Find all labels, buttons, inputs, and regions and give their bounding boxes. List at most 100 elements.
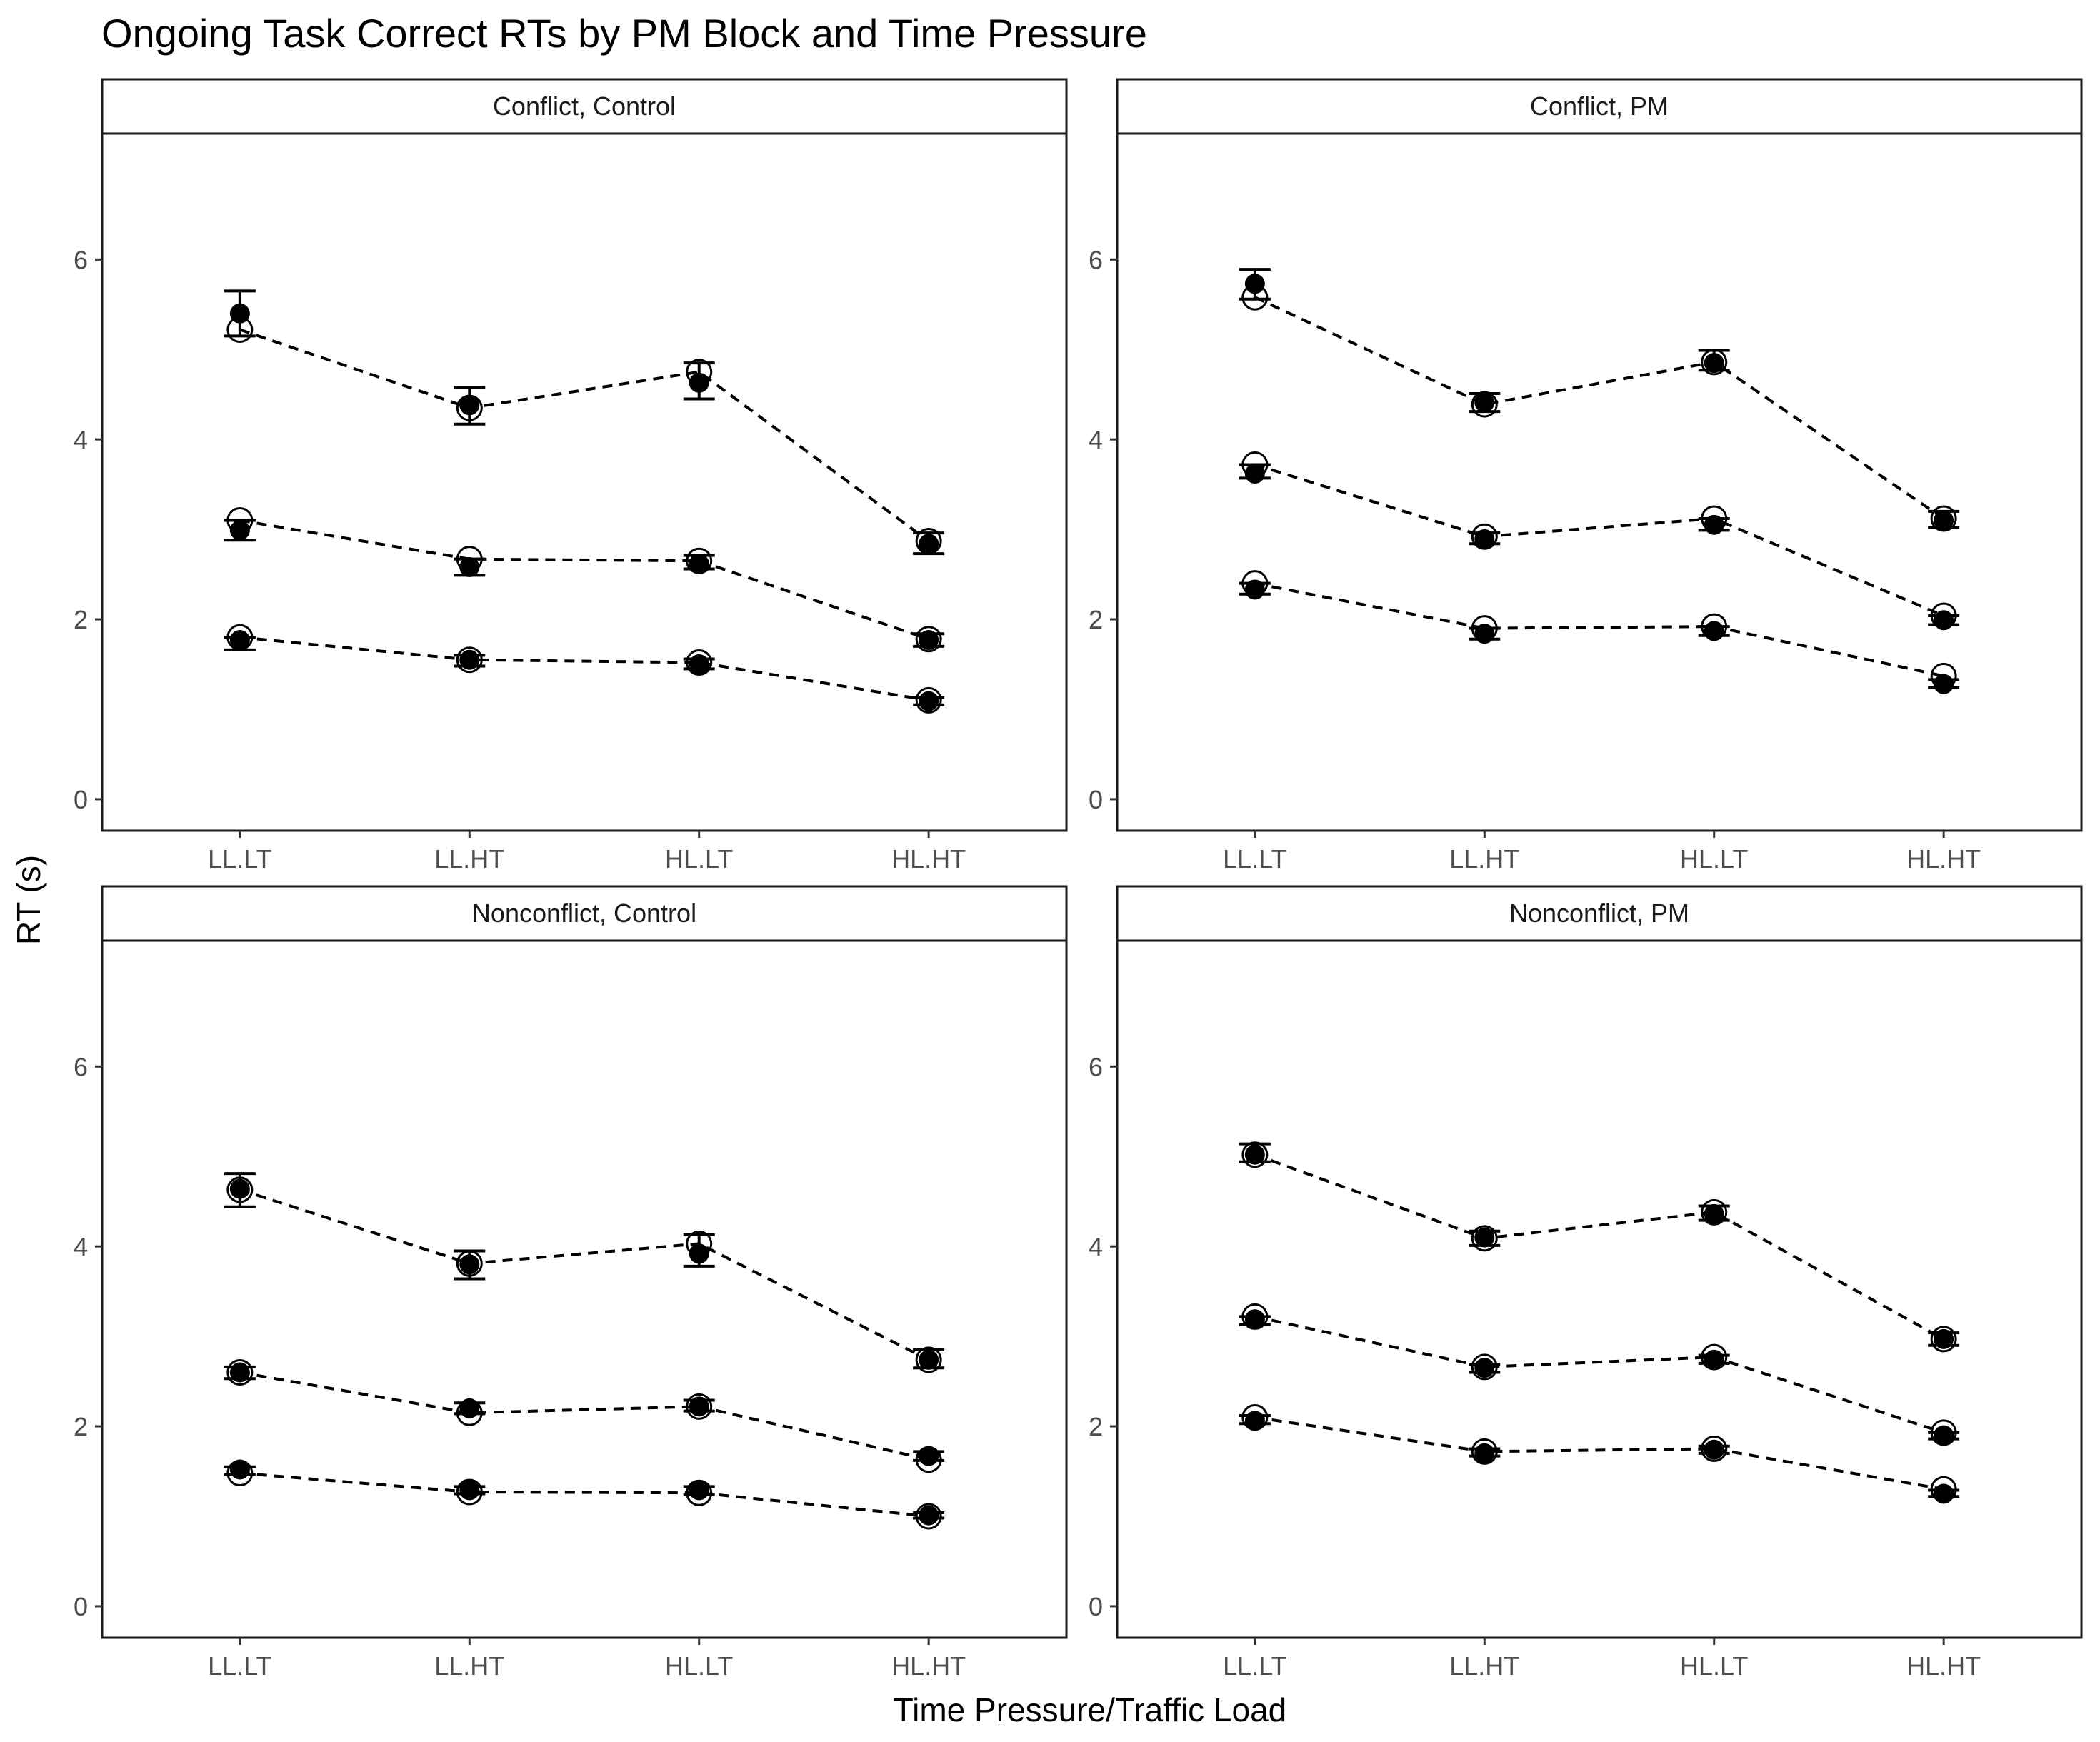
model-point — [456, 1250, 483, 1277]
series-line — [1254, 581, 1944, 678]
model-point — [686, 649, 713, 676]
observed-point — [459, 395, 480, 416]
series-line — [239, 328, 930, 543]
panel-border — [101, 939, 1068, 1639]
y-tick-label: 2 — [1089, 605, 1103, 634]
y-tick-label: 6 — [74, 1052, 88, 1081]
facet-strip — [101, 78, 1068, 135]
x-tick-label: LL.HT — [434, 1651, 504, 1681]
x-tick-label: LL.HT — [1449, 844, 1519, 873]
observed-point — [919, 1446, 939, 1466]
series-line — [239, 1371, 929, 1461]
series-group — [224, 1459, 945, 1530]
facet-panels: Conflict, Control 0 2 4 6 LL.LT LL.HT HL.LT HL.H… — [74, 78, 2083, 1681]
observed-point — [919, 1349, 939, 1370]
series-group — [1239, 1403, 1960, 1504]
observed-point — [919, 630, 939, 651]
observed-point — [459, 557, 480, 578]
x-tick-label: LL.HT — [1449, 1651, 1519, 1681]
observed-point — [919, 534, 939, 554]
series-group — [1239, 570, 1960, 694]
x-tick-label: LL.LT — [1223, 844, 1286, 873]
x-tick-label: HL.LT — [1680, 844, 1748, 873]
chart-title: Ongoing Task Correct RTs by PM Block and… — [101, 11, 1147, 56]
y-tick-label: 6 — [1089, 245, 1103, 274]
observed-point — [1704, 621, 1724, 641]
model-point — [915, 1346, 942, 1373]
model-point — [915, 626, 942, 653]
facet-strip-label: Nonconflict, PM — [1509, 898, 1689, 928]
x-tick-label: LL.LT — [208, 844, 271, 873]
observed-point — [1474, 624, 1495, 644]
observed-point — [1934, 1425, 1954, 1446]
observed-point — [459, 1480, 480, 1501]
observed-point — [229, 1459, 250, 1480]
observed-point — [229, 1362, 250, 1383]
x-tick-label: HL.LT — [665, 844, 733, 873]
model-point — [1701, 1436, 1728, 1463]
y-tick-label: 0 — [74, 785, 88, 814]
model-point — [456, 1478, 483, 1506]
y-tick-label: 0 — [1089, 1592, 1103, 1621]
observed-point — [1244, 1144, 1265, 1165]
series-group — [1239, 1141, 1960, 1353]
model-point — [456, 646, 483, 674]
panel-border — [1116, 939, 2083, 1639]
observed-point — [459, 1398, 480, 1418]
observed-point — [459, 649, 480, 670]
observed-point — [1474, 392, 1495, 413]
y-tick-label: 6 — [1089, 1052, 1103, 1081]
y-tick-label: 4 — [1089, 425, 1103, 454]
model-point — [1701, 349, 1728, 376]
x-tick-label: HL.LT — [1680, 1651, 1748, 1681]
y-tick-label: 6 — [74, 245, 88, 274]
x-tick-label: HL.LT — [665, 1651, 733, 1681]
observed-point — [459, 1254, 480, 1275]
model-point — [226, 1358, 254, 1386]
x-tick-label: LL.LT — [1223, 1651, 1286, 1681]
series-group — [224, 1172, 945, 1373]
x-tick-label: LL.HT — [434, 844, 504, 873]
x-tick-label: HL.HT — [891, 844, 966, 873]
observed-point — [1474, 1443, 1495, 1463]
series-line — [239, 1188, 930, 1361]
facet-strip-label: Conflict, PM — [1530, 91, 1669, 121]
series-line — [1254, 463, 1944, 617]
facet-panel: Nonconflict, Control 0 2 4 6 LL.LT LL.HT HL.LT H… — [74, 885, 1068, 1681]
observed-point — [1474, 1227, 1495, 1248]
facet-panel: Nonconflict, PM 0 2 4 6 LL.LT LL.HT HL.LT HL.HT — [1089, 885, 2083, 1681]
panel-border — [101, 132, 1068, 832]
facet-panel: Conflict, PM 0 2 4 6 LL.LT LL.HT HL.LT HL.HT — [1089, 78, 2083, 873]
observed-point — [1474, 1358, 1495, 1378]
observed-point — [229, 1178, 250, 1199]
observed-point — [1244, 274, 1265, 294]
observed-point — [689, 1396, 709, 1417]
x-axis-title: Time Pressure/Traffic Load — [894, 1691, 1287, 1728]
y-tick-label: 4 — [74, 1232, 88, 1261]
observed-point — [1244, 1309, 1265, 1330]
series-group — [224, 289, 945, 556]
y-tick-label: 2 — [74, 1412, 88, 1441]
observed-point — [1934, 1328, 1954, 1349]
model-point — [1930, 505, 1957, 532]
series-group — [1239, 1303, 1960, 1446]
observed-point — [1244, 1411, 1265, 1431]
series-group — [224, 624, 945, 714]
series-line — [239, 636, 929, 702]
series-line — [239, 1471, 929, 1518]
y-tick-label: 0 — [74, 1592, 88, 1621]
facet-strip — [1116, 78, 2083, 135]
observed-point — [919, 691, 939, 711]
observed-point — [1244, 579, 1265, 600]
x-tick-label: HL.HT — [891, 1651, 966, 1681]
series-group — [1239, 451, 1960, 631]
facet-strip-label: Nonconflict, Control — [472, 898, 696, 928]
observed-point — [689, 372, 709, 393]
observed-point — [689, 1243, 709, 1264]
observed-point — [1474, 529, 1495, 549]
facet-strip — [101, 885, 1068, 942]
observed-point — [229, 520, 250, 541]
series-line — [1254, 1416, 1944, 1491]
